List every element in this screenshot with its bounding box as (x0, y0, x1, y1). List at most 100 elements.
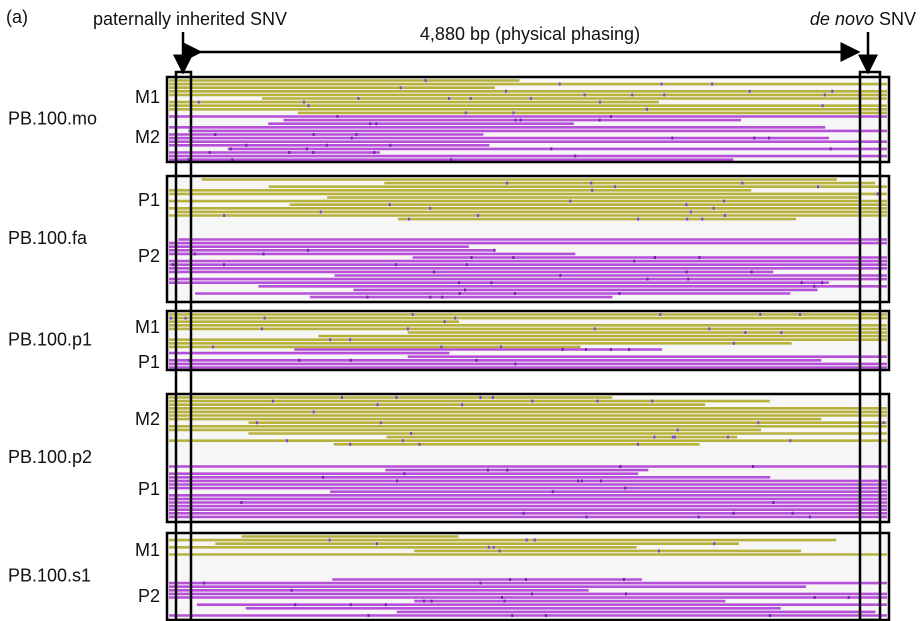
mismatch (170, 317, 172, 320)
sample-name: PB.100.p1 (8, 329, 92, 349)
mismatch (407, 327, 409, 330)
mismatch (490, 281, 492, 284)
mismatch (454, 317, 456, 320)
mismatch (711, 83, 713, 86)
mismatch (322, 476, 324, 479)
mismatch (724, 214, 726, 217)
mismatch (465, 111, 467, 114)
mismatch (619, 465, 621, 468)
mismatch (412, 313, 414, 316)
mismatch (425, 79, 427, 82)
mismatch (350, 603, 352, 606)
mismatch (286, 439, 288, 442)
mismatch (723, 200, 725, 203)
mismatch (526, 539, 528, 542)
mismatch (531, 592, 533, 595)
mismatch (410, 432, 412, 435)
mismatch (830, 147, 832, 150)
mismatch (505, 90, 507, 93)
mismatch (559, 83, 561, 86)
mismatch (732, 512, 734, 515)
mismatch (523, 512, 525, 515)
mismatch (610, 348, 612, 351)
mismatch (596, 400, 598, 403)
mismatch (506, 182, 508, 185)
mismatch (500, 345, 502, 348)
mismatch (209, 151, 211, 154)
mismatch (637, 218, 639, 221)
mismatch (677, 428, 679, 431)
haplotype-label: M1 (135, 87, 160, 107)
mismatch (741, 182, 743, 185)
mismatch (809, 515, 811, 518)
mismatch (525, 578, 527, 581)
mismatch (624, 487, 626, 490)
mismatch (294, 603, 296, 606)
mismatch (687, 278, 689, 281)
mismatch (562, 348, 564, 351)
mismatch (713, 207, 715, 210)
mismatch (514, 292, 516, 295)
mismatch (824, 93, 826, 96)
sample-name: PB.100.p2 (8, 447, 92, 467)
mismatch (264, 317, 266, 320)
mismatch (512, 256, 514, 259)
mismatch (749, 90, 751, 93)
mismatch (501, 596, 503, 599)
mismatch (769, 614, 771, 617)
mismatch (298, 359, 300, 362)
mismatch (789, 439, 791, 442)
mismatch (552, 490, 554, 493)
mismatch (584, 93, 586, 96)
mismatch (637, 443, 639, 446)
mismatch (814, 596, 816, 599)
mismatch (599, 119, 601, 122)
mismatch (744, 331, 746, 334)
mismatch (509, 578, 511, 581)
mismatch (801, 281, 803, 284)
mismatch (569, 200, 571, 203)
mismatch (759, 313, 761, 316)
mismatch (263, 252, 265, 255)
mismatch (389, 203, 391, 206)
mismatch (198, 101, 200, 104)
mismatch (429, 207, 431, 210)
mismatch (531, 400, 533, 403)
mismatch (261, 327, 263, 330)
mismatch (403, 472, 405, 475)
mismatch (768, 137, 770, 140)
mismatch (313, 410, 315, 413)
haplotype-label: P2 (138, 586, 160, 606)
right-snv-rest: SNV (879, 9, 916, 29)
mismatch (466, 263, 468, 266)
mismatch (423, 600, 425, 603)
mismatch (772, 501, 774, 504)
haplotype-label: M2 (135, 127, 160, 147)
mismatch (733, 342, 735, 345)
figure: (a) paternally inherited SNV 4,880 bp (p… (0, 0, 920, 621)
mismatch (373, 151, 375, 154)
mismatch (590, 182, 592, 185)
mismatch (470, 97, 472, 100)
mismatch (458, 281, 460, 284)
mismatch (308, 104, 310, 107)
mismatch (581, 479, 583, 482)
mismatch (230, 147, 232, 150)
mismatch (203, 582, 205, 585)
mismatch (698, 515, 700, 518)
mismatch (647, 278, 649, 281)
mismatch (686, 270, 688, 273)
mismatch (685, 203, 687, 206)
mismatch (444, 320, 446, 323)
mismatch (329, 338, 331, 341)
mismatch (831, 90, 833, 93)
mismatch (303, 101, 305, 104)
mismatch (698, 256, 700, 259)
mismatch (660, 83, 662, 86)
haplotype-label: M1 (135, 540, 160, 560)
mismatch (506, 469, 508, 472)
mismatch (658, 549, 660, 552)
mismatch (272, 400, 274, 403)
mismatch (306, 147, 308, 150)
mismatch (671, 137, 673, 140)
